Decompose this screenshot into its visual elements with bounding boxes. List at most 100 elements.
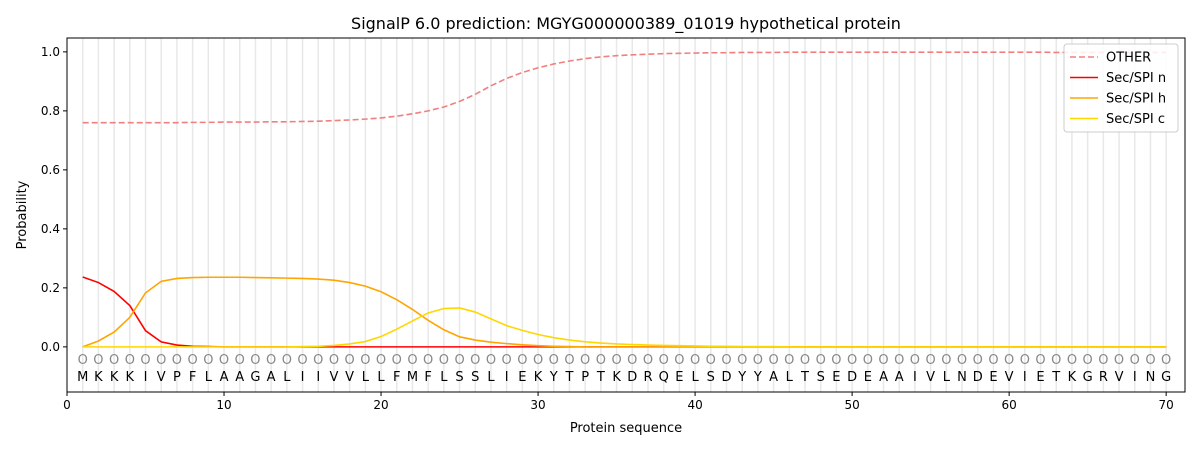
plot-frame (66, 37, 1186, 393)
residue-label: I (144, 370, 148, 385)
residue-label: R (643, 370, 652, 385)
position-marker: O (470, 353, 480, 368)
position-marker: O (360, 353, 370, 368)
position-marker: O (988, 353, 998, 368)
position-marker: O (1114, 353, 1124, 368)
x-tick-label: 50 (844, 398, 859, 412)
position-marker: O (502, 353, 512, 368)
position-marker: O (831, 353, 841, 368)
residue-label: V (329, 370, 338, 385)
position-marker: O (1067, 353, 1077, 368)
series-line-sec-spi-n (82, 276, 1167, 348)
position-marker: O (1098, 353, 1108, 368)
position-marker: O (297, 353, 307, 368)
position-marker: O (140, 353, 150, 368)
legend-label: OTHER (1106, 51, 1151, 66)
position-marker: O (753, 353, 763, 368)
residue-label: N (957, 370, 967, 385)
position-marker: O (93, 353, 103, 368)
position-marker: O (800, 353, 810, 368)
residue-label: T (1051, 370, 1060, 385)
legend: OTHER Sec/SPI n Sec/SPI h Sec/SPI c (1063, 43, 1179, 133)
position-marker: O (1051, 353, 1061, 368)
residue-label: K (1068, 370, 1077, 385)
residue-label: V (157, 370, 166, 385)
position-marker: O (894, 353, 904, 368)
position-marker: O (768, 353, 778, 368)
residue-label: T (596, 370, 605, 385)
residue-label: D (973, 370, 983, 385)
residue-label: K (612, 370, 621, 385)
residue-label: I (316, 370, 320, 385)
residue-label: D (627, 370, 637, 385)
residue-label: P (581, 370, 589, 385)
residue-label: N (1146, 370, 1156, 385)
position-marker: O (517, 353, 527, 368)
residue-label: E (989, 370, 997, 385)
residue-label: T (800, 370, 809, 385)
residue-label: S (471, 370, 479, 385)
residue-label: V (1005, 370, 1014, 385)
y-axis-label: Probability (15, 180, 30, 249)
residue-label: A (895, 370, 904, 385)
residue-label: D (847, 370, 857, 385)
residue-label: Y (737, 370, 746, 385)
residue-label: I (301, 370, 305, 385)
residue-label: Y (549, 370, 558, 385)
x-tick-label: 10 (216, 398, 231, 412)
residue-label: L (691, 370, 699, 385)
legend-label: Sec/SPI n (1106, 71, 1166, 86)
residue-label: E (675, 370, 683, 385)
residue-label: L (205, 370, 213, 385)
position-marker: O (721, 353, 731, 368)
position-marker: O (235, 353, 245, 368)
position-marker: O (643, 353, 653, 368)
residue-label: A (769, 370, 778, 385)
position-marker: O (250, 353, 260, 368)
residue-label: T (564, 370, 573, 385)
position-marker: O (1161, 353, 1171, 368)
residue-label: Y (753, 370, 762, 385)
residue-label: A (235, 370, 244, 385)
legend-label: Sec/SPI c (1106, 112, 1165, 127)
residue-label: G (1083, 370, 1093, 385)
residue-label: V (345, 370, 354, 385)
residue-label: M (77, 370, 88, 385)
position-marker: O (596, 353, 606, 368)
residue-label: K (126, 370, 135, 385)
y-tick-label: 0.0 (41, 340, 60, 354)
residue-label: G (1161, 370, 1171, 385)
position-marker: O (156, 353, 166, 368)
x-tick-label: 20 (373, 398, 388, 412)
position-marker: O (203, 353, 213, 368)
position-marker: O (1145, 353, 1155, 368)
residue-label: L (943, 370, 951, 385)
position-marker: O (423, 353, 433, 368)
residue-label: L (377, 370, 385, 385)
residue-label: L (786, 370, 794, 385)
position-marker: O (580, 353, 590, 368)
series-line-other (82, 51, 1167, 124)
position-marker: O (674, 353, 684, 368)
position-marker: O (659, 353, 669, 368)
y-tick-label: 0.4 (41, 222, 60, 236)
position-marker: O (957, 353, 967, 368)
position-marker: O (910, 353, 920, 368)
residue-label: E (864, 370, 872, 385)
position-marker: O (863, 353, 873, 368)
residue-label: L (440, 370, 448, 385)
residue-label: E (518, 370, 526, 385)
position-marker: O (878, 353, 888, 368)
position-marker: O (219, 353, 229, 368)
y-tick-label: 0.6 (41, 163, 60, 177)
position-marker: O (1083, 353, 1093, 368)
x-axis-label: Protein sequence (570, 421, 682, 436)
residue-label: F (393, 370, 400, 385)
position-marker: O (611, 353, 621, 368)
position-marker: O (1004, 353, 1014, 368)
position-marker: O (345, 353, 355, 368)
x-tick-label: 0 (63, 398, 71, 412)
residue-label: V (1115, 370, 1124, 385)
residue-label: S (817, 370, 825, 385)
